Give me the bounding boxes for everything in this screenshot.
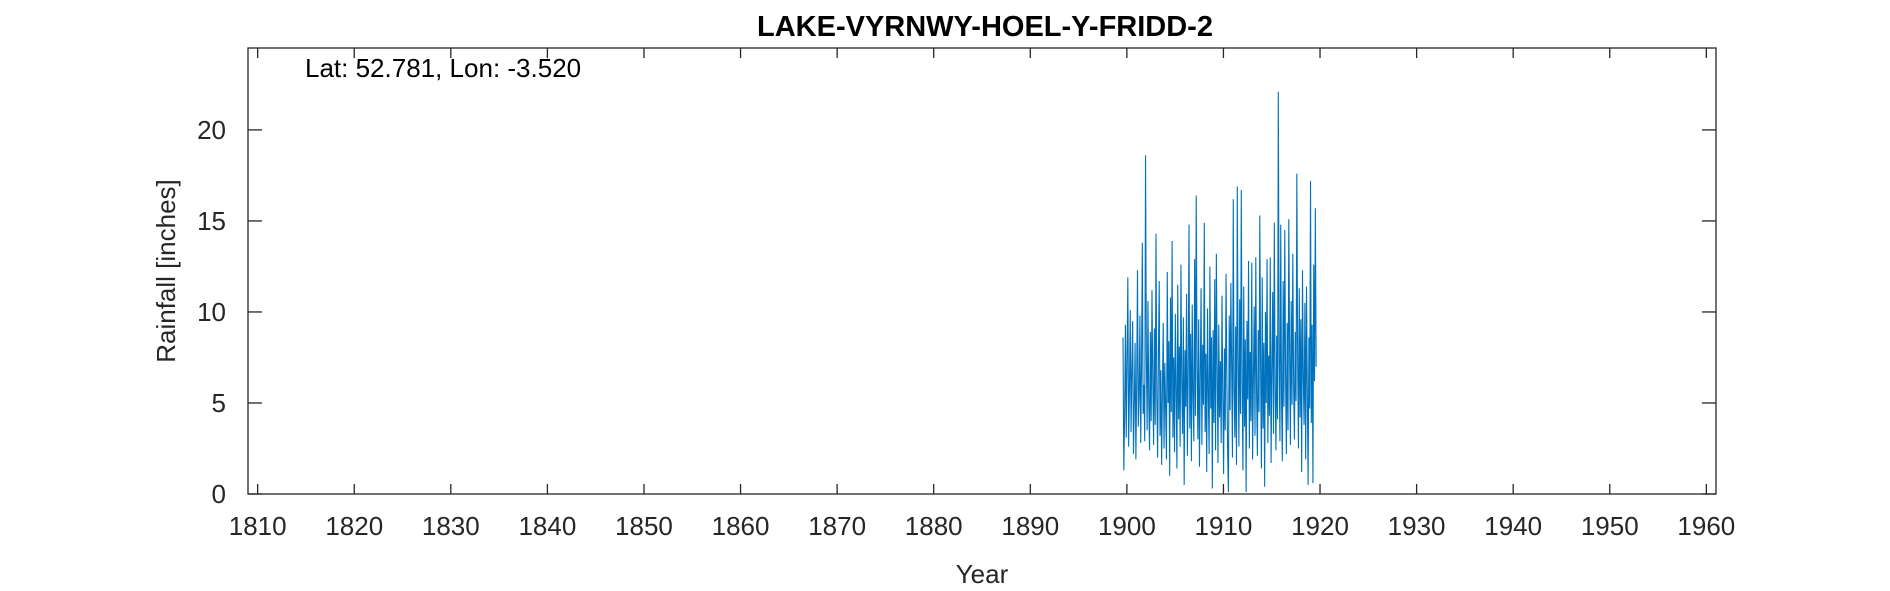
x-tick-label: 1910 [1195,511,1253,541]
y-tick-label: 5 [212,388,226,418]
location-annotation: Lat: 52.781, Lon: -3.520 [305,53,581,83]
x-tick-label: 1930 [1388,511,1446,541]
x-tick-label: 1870 [808,511,866,541]
x-tick-label: 1810 [229,511,287,541]
chart-title: LAKE-VYRNWY-HOEL-Y-FRIDD-2 [757,11,1213,43]
x-tick-label: 1890 [1001,511,1059,541]
x-tick-label: 1960 [1677,511,1735,541]
x-axis-label: Year [956,559,1009,589]
y-tick-label: 20 [197,115,226,145]
y-tick-label: 10 [197,297,226,327]
plot-area [247,47,1717,495]
x-tick-label: 1840 [518,511,576,541]
x-tick-label: 1900 [1098,511,1156,541]
y-tick-label: 15 [197,206,226,236]
x-tick-label: 1830 [422,511,480,541]
y-tick-label: 0 [212,479,226,509]
y-axis-label: Rainfall [inches] [151,179,181,363]
series-layer [1122,91,1317,493]
rainfall-series-line [1122,91,1317,493]
x-tick-label: 1920 [1291,511,1349,541]
x-tick-label: 1820 [325,511,383,541]
x-tick-label: 1860 [712,511,770,541]
x-tick-label: 1880 [905,511,963,541]
y-axis: 0 5 10 15 20 [197,115,1716,509]
x-axis: 1810 1820 1830 1840 1850 1860 1870 1880 1890 1900… [229,48,1735,541]
x-tick-label: 1940 [1484,511,1542,541]
plot-frame [247,47,1717,495]
x-tick-label: 1850 [615,511,673,541]
x-tick-label: 1950 [1581,511,1639,541]
